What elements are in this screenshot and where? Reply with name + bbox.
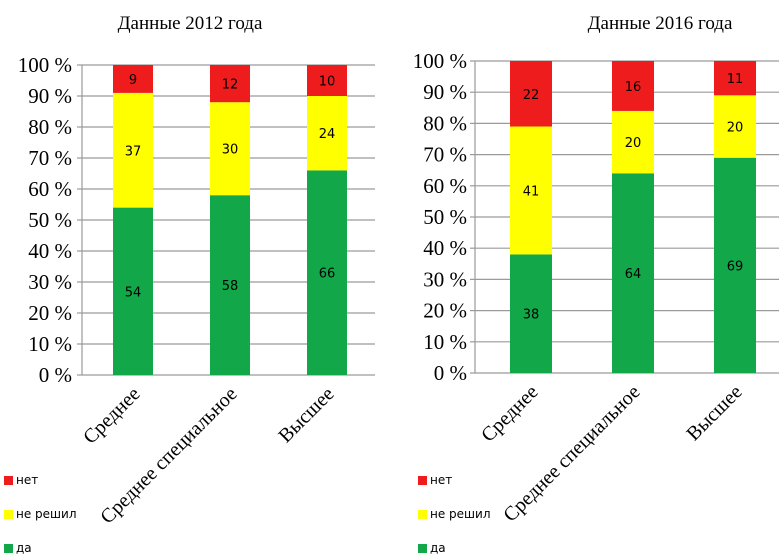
y-tick-label: 10 %	[423, 330, 467, 354]
category-label: Среднее	[79, 383, 145, 449]
chart-2016: Данные 2016 года 0 % 10 % 20 % 30 % 40 % 50 % 6…	[413, 13, 779, 526]
legend-item-no: нет	[418, 473, 452, 487]
legend-label-no: нет	[430, 473, 453, 487]
y-tick-label: 50 %	[28, 208, 72, 232]
data-label-undecided: 20	[625, 136, 642, 151]
bar-segment-no	[510, 61, 552, 127]
data-label-yes: 38	[523, 308, 540, 323]
legend-label-undecided: не решил	[430, 507, 491, 521]
legend-item-no: нет	[4, 473, 38, 487]
bar-segment-no	[210, 65, 250, 103]
legend-swatch-no	[4, 476, 13, 485]
bar-segment-yes	[113, 207, 153, 375]
bar-segment-no	[307, 65, 347, 96]
y-tick-label: 30 %	[423, 267, 467, 291]
bar-segment-undecided	[510, 126, 552, 255]
data-label-no: 9	[129, 73, 137, 88]
legend-label-yes: да	[16, 541, 32, 555]
bar-segment-no	[714, 61, 756, 96]
y-tick-label: 100 %	[413, 49, 467, 73]
data-label-no: 10	[319, 75, 336, 90]
legend-swatch-undecided	[418, 510, 427, 519]
bar-segment-yes	[210, 195, 250, 375]
data-label-undecided: 30	[222, 143, 239, 158]
bar-segment-yes	[307, 170, 347, 375]
y-tick-label: 80 %	[28, 115, 72, 139]
legend-swatch-yes	[4, 544, 13, 553]
y-tick-label: 0 %	[39, 363, 72, 387]
y-tick-label: 60 %	[423, 174, 467, 198]
data-label-no: 11	[727, 72, 744, 87]
chart-title: Данные 2016 года	[588, 13, 733, 34]
y-tick-label: 90 %	[423, 80, 467, 104]
y-tick-label: 60 %	[28, 177, 72, 201]
y-tick-label: 50 %	[423, 205, 467, 229]
legend-swatch-no	[418, 476, 427, 485]
data-label-undecided: 41	[523, 184, 540, 199]
y-tick-label: 0 %	[434, 361, 467, 385]
data-label-yes: 58	[222, 279, 239, 294]
y-tick-label: 70 %	[28, 146, 72, 170]
category-label: Высшее	[274, 383, 338, 447]
y-tick-label: 90 %	[28, 84, 72, 108]
chart-title: Данные 2012 года	[118, 13, 263, 34]
legend-2016: нет не решил да	[418, 473, 538, 557]
y-tick-label: 30 %	[28, 270, 72, 294]
category-label: Среднее	[477, 381, 543, 447]
data-label-undecided: 24	[319, 127, 336, 142]
y-tick-label: 40 %	[423, 236, 467, 260]
data-label-no: 16	[625, 80, 642, 95]
data-label-no: 22	[523, 88, 540, 103]
legend-swatch-undecided	[4, 510, 13, 519]
legend-item-undecided: не решил	[418, 507, 491, 521]
bar-segment-undecided	[714, 95, 756, 158]
legend-item-yes: да	[418, 541, 446, 555]
y-tick-label: 20 %	[423, 299, 467, 323]
bar-segment-no	[113, 65, 153, 93]
bar-segment-undecided	[612, 110, 654, 174]
data-label-undecided: 20	[727, 121, 744, 136]
bar-segment-no	[612, 61, 654, 111]
bar-segment-undecided	[210, 102, 250, 196]
y-tick-label: 10 %	[28, 332, 72, 356]
y-tick-label: 80 %	[423, 111, 467, 135]
category-label: Высшее	[682, 381, 746, 445]
data-label-undecided: 37	[125, 144, 142, 159]
data-label-no: 12	[222, 78, 239, 93]
legend-label-no: нет	[16, 473, 39, 487]
bar-segment-yes	[510, 254, 552, 373]
data-label-yes: 54	[125, 285, 142, 300]
legend-item-undecided: не решил	[4, 507, 77, 521]
bar-segment-yes	[714, 157, 756, 373]
bar-segment-yes	[612, 173, 654, 373]
legend-label-yes: да	[430, 541, 446, 555]
data-label-yes: 64	[625, 267, 642, 282]
legend-item-yes: да	[4, 541, 32, 555]
legend-label-undecided: не решил	[16, 507, 77, 521]
legend-2012: нет не решил да	[4, 473, 124, 557]
bar-segment-undecided	[113, 92, 153, 208]
y-tick-label: 40 %	[28, 239, 72, 263]
y-tick-label: 100 %	[18, 53, 72, 77]
legend-swatch-yes	[418, 544, 427, 553]
data-label-yes: 66	[319, 267, 336, 282]
chart-2012: Данные 2012 года 0 % 10 % 20 % 30 % 40 % 50 % 6…	[18, 13, 375, 528]
bar-segment-undecided	[307, 96, 347, 171]
y-tick-label: 20 %	[28, 301, 72, 325]
data-label-yes: 69	[727, 259, 744, 274]
y-tick-label: 70 %	[423, 143, 467, 167]
